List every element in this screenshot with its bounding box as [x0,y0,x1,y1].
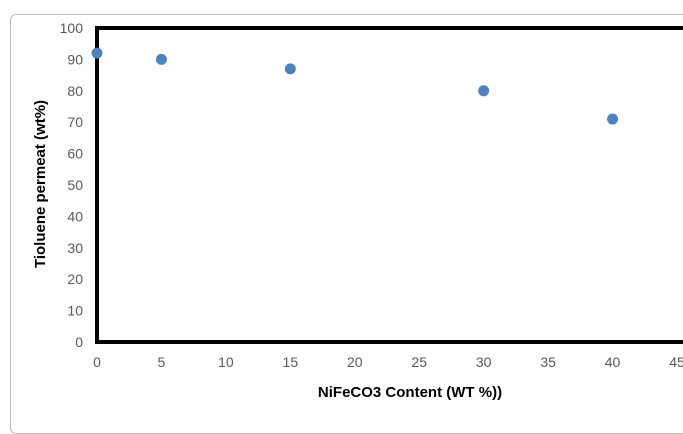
plot-area [95,26,683,344]
y-tick-label: 80 [67,83,83,99]
scatter-chart: 0 10 20 30 40 50 60 70 80 90 100 0 5 10 15 20 25 30 35 40 4… [32,20,683,401]
x-tick-label: 40 [605,354,621,370]
y-axis-ticks: 0 10 20 30 40 50 60 70 80 90 100 [60,20,84,350]
x-axis-title: NiFeCO3 Content (WT %)) [318,384,502,401]
y-tick-label: 30 [67,240,83,256]
y-tick-label: 0 [75,334,83,350]
y-tick-label: 60 [67,146,83,162]
data-point [607,113,619,125]
x-tick-label: 45 [669,354,683,370]
x-axis-ticks: 0 5 10 15 20 25 30 35 40 45 [93,354,683,370]
plot-area-border [95,26,683,344]
data-point [284,63,296,75]
x-tick-label: 30 [476,354,492,370]
y-tick-label: 100 [60,20,84,36]
x-tick-label: 25 [411,354,427,370]
y-tick-label: 70 [67,114,83,130]
x-tick-label: 5 [158,354,166,370]
data-point [478,85,490,97]
y-tick-label: 20 [67,271,83,287]
x-tick-label: 10 [218,354,234,370]
data-point [155,53,167,65]
y-tick-label: 50 [67,177,83,193]
x-tick-label: 15 [283,354,299,370]
y-tick-label: 10 [67,303,83,319]
x-tick-label: 20 [347,354,363,370]
x-tick-label: 0 [93,354,101,370]
chart-figure: 0 10 20 30 40 50 60 70 80 90 100 0 5 10 15 20 25 30 35 40 4… [10,14,683,434]
y-axis-title: Tioluene permeat (wt%) [32,100,49,268]
y-tick-label: 40 [67,208,83,224]
x-tick-label: 35 [540,354,556,370]
data-point [91,47,103,59]
y-tick-label: 90 [67,51,83,67]
data-points [91,47,619,125]
